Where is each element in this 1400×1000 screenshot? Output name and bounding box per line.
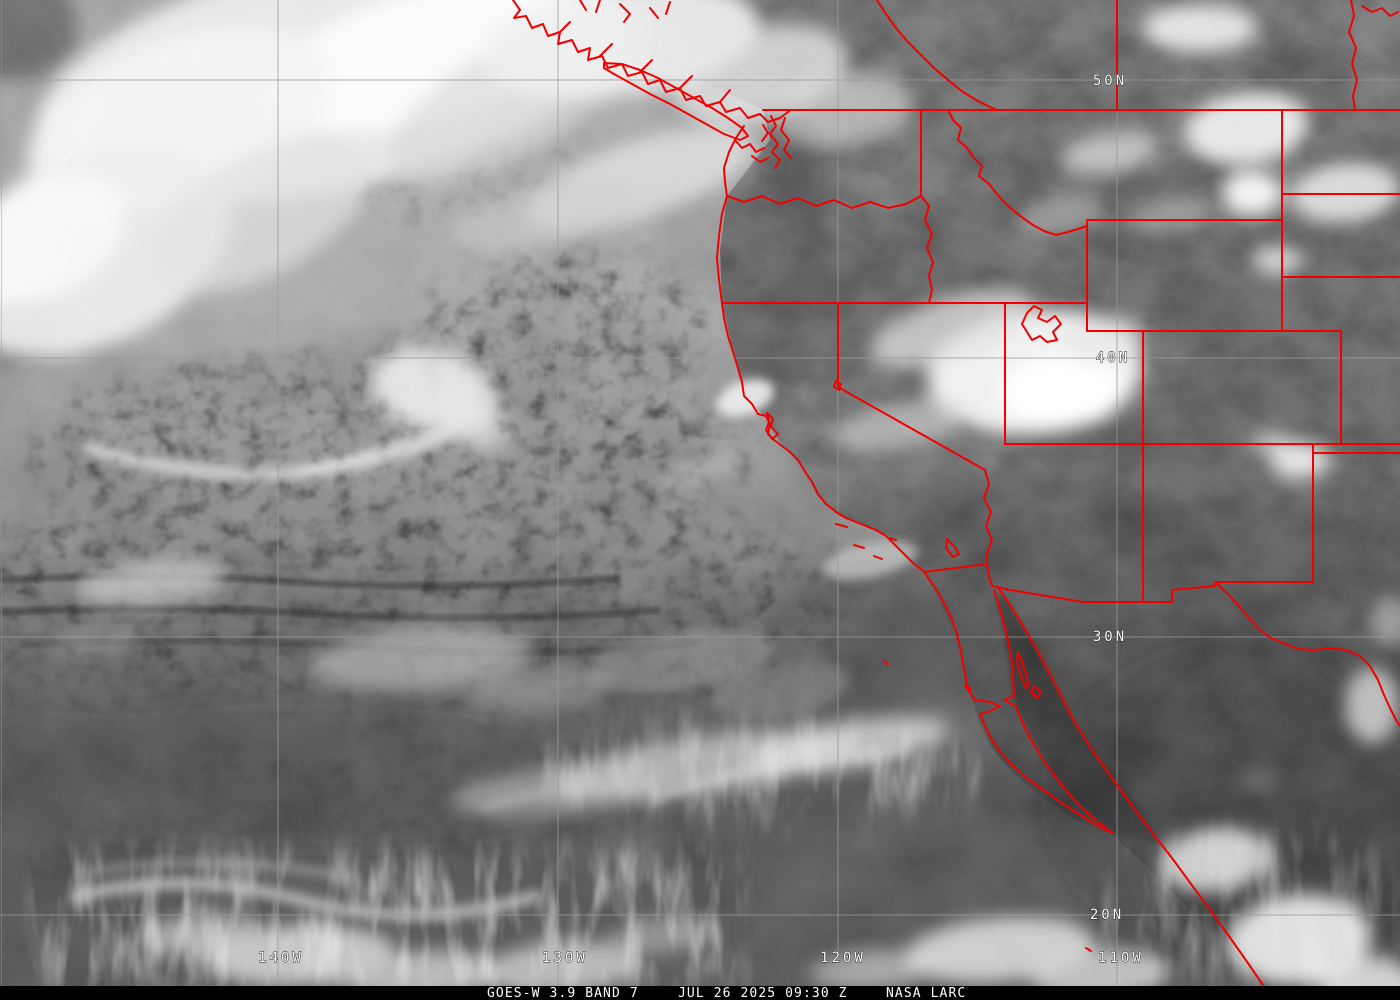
coastline-baja-gulf	[993, 589, 1113, 834]
border-us-mexico-west	[923, 563, 1216, 603]
border-washington-oregon	[726, 195, 922, 209]
coastline-vancouver-island	[603, 62, 749, 141]
caption-product-label: GOES-W 3.9 BAND 7	[487, 986, 639, 1000]
lon-label-110w: 110W	[1098, 950, 1144, 966]
lat-label-50n: 50N	[1093, 73, 1127, 89]
border-oregon-idaho	[920, 195, 934, 304]
salton-sea	[945, 538, 960, 558]
lat-label-20n: 20N	[1090, 907, 1124, 923]
caption-timestamp-label: JUL 26 2025 09:30 Z	[678, 986, 848, 1000]
lon-label-130w: 130W	[542, 950, 588, 966]
canada-lakes	[1361, 5, 1399, 17]
grid-labels: 50N 40N 30N 20N 140W 130W 120W 110W	[258, 73, 1144, 967]
gulf-islands-mexico	[1016, 651, 1042, 699]
lat-label-30n: 30N	[1093, 629, 1127, 645]
gulf-islands	[734, 139, 769, 163]
border-idaho-montana	[947, 109, 1088, 236]
island-guadalupe	[883, 659, 889, 666]
lon-label-140w: 140W	[258, 950, 304, 966]
caption-bar: GOES-W 3.9 BAND 7 JUL 26 2025 09:30 Z NA…	[0, 986, 1400, 1000]
lon-label-120w: 120W	[820, 950, 866, 966]
border-bc-alberta	[876, 0, 998, 111]
map-boundary-overlay	[512, 0, 1400, 1000]
lake-tahoe	[833, 380, 842, 391]
coastline-sonora	[998, 588, 1274, 1000]
coastline-baja-pacific	[923, 571, 1113, 834]
rio-grande	[1214, 581, 1400, 727]
caption-credit-label: NASA LARC	[886, 986, 966, 1000]
great-salt-lake	[1021, 305, 1062, 343]
lat-label-40n: 40N	[1096, 350, 1130, 366]
island-cedros	[964, 682, 972, 692]
border-saskatchewan-manitoba	[1348, 0, 1358, 111]
fjord-inlets	[559, 0, 731, 103]
channel-islands	[835, 523, 897, 560]
caption-bar-background	[0, 986, 1400, 1000]
coastline-british-columbia	[512, 0, 791, 123]
wisp-arc-layer	[68, 748, 901, 922]
islas-marias	[1085, 947, 1092, 952]
border-california-nevada	[837, 302, 993, 566]
san-francisco-bay	[765, 412, 779, 440]
puget-sound	[761, 115, 792, 169]
